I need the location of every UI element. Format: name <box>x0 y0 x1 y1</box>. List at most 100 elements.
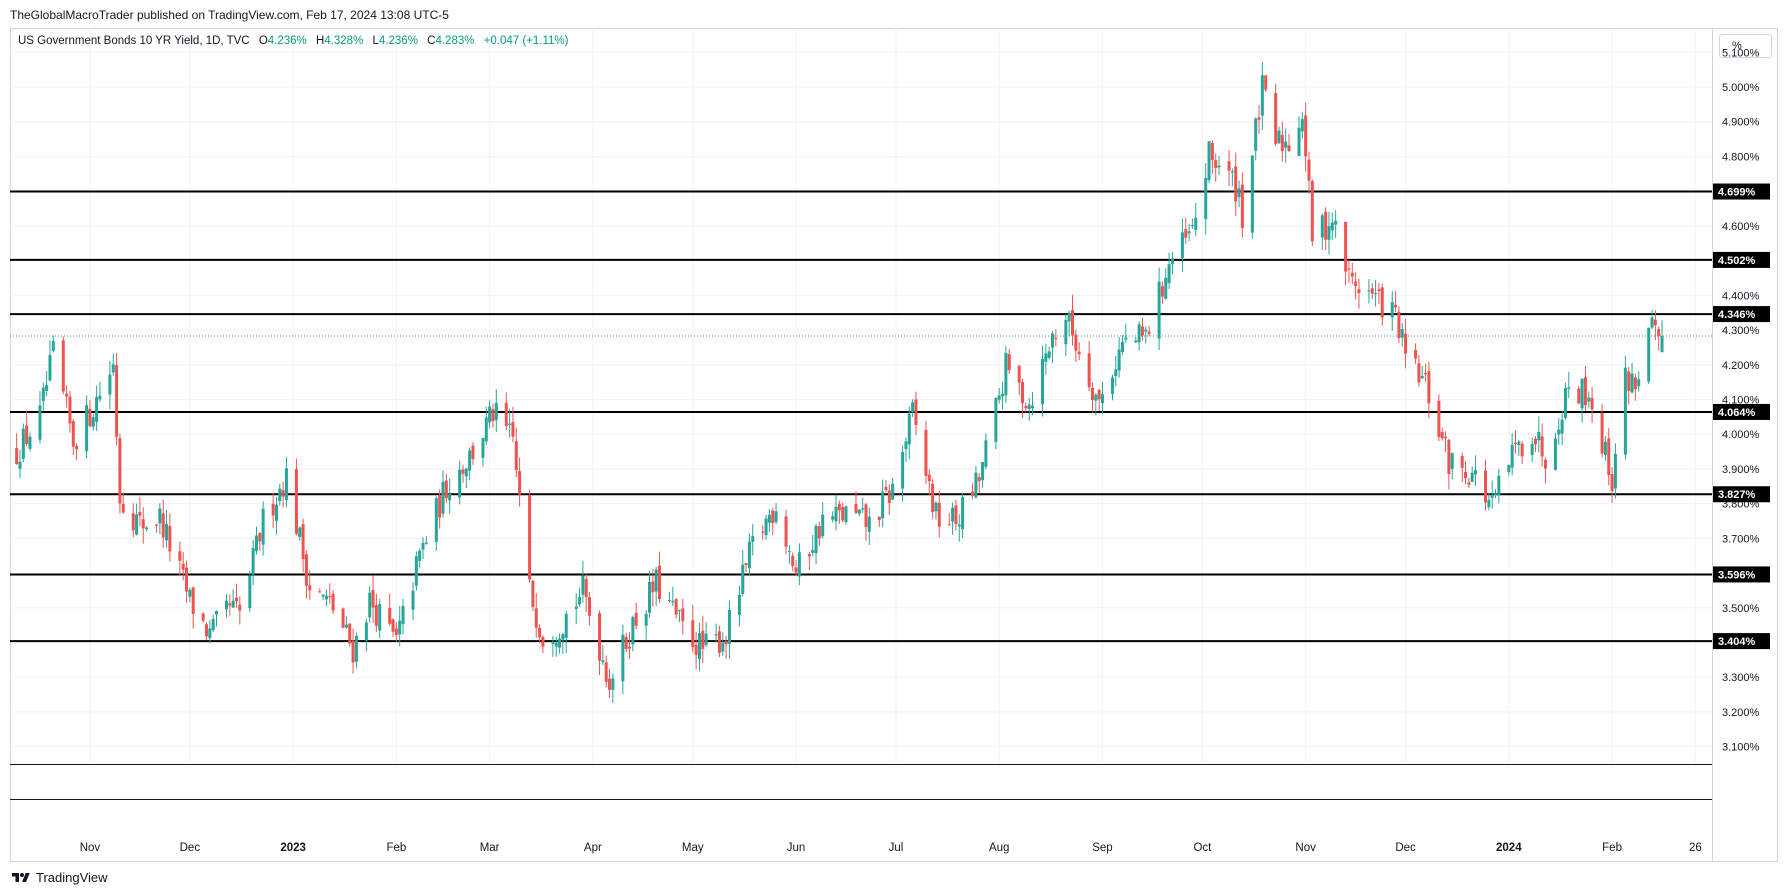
candle-body <box>1031 405 1035 409</box>
candle-up <box>1603 436 1607 461</box>
candle-body <box>604 662 608 682</box>
candle-body <box>997 395 1001 400</box>
candle-body <box>1647 327 1651 382</box>
candle-body <box>1350 272 1354 277</box>
candle-body <box>308 585 312 591</box>
candle-body <box>1567 387 1571 389</box>
candle-body <box>884 487 888 491</box>
time-tick-label: Mar <box>480 842 500 854</box>
candle-body <box>1064 319 1068 345</box>
candle-up <box>211 614 215 632</box>
candle-body <box>951 507 955 522</box>
candle-body <box>628 646 632 649</box>
candle-down <box>1583 366 1587 412</box>
candle-body <box>131 513 135 531</box>
candle-body <box>538 627 542 638</box>
open-value: 4.236% <box>267 35 307 47</box>
candle-body <box>1603 441 1607 455</box>
candle-down <box>1417 355 1421 387</box>
candle-body <box>578 596 582 605</box>
high-value: 4.328% <box>324 35 364 47</box>
candle-body <box>461 469 465 474</box>
candle-up <box>1650 309 1654 329</box>
candle-down <box>877 516 881 527</box>
candle-up <box>1157 267 1161 350</box>
candle-body <box>981 461 985 481</box>
candle-up <box>821 502 825 539</box>
candle-up <box>1517 439 1521 456</box>
candle-up <box>671 586 675 606</box>
candle-up <box>1637 371 1641 392</box>
candle-down <box>864 502 868 542</box>
candle-down <box>68 390 72 433</box>
candle-up <box>857 508 861 517</box>
candle-down <box>837 500 841 524</box>
candle-body <box>1557 429 1561 435</box>
candle-body <box>284 468 288 501</box>
price-axis-ticks: 5.100% 5.000% 4.900% 4.800% 4.600% 4.400% 4.30… <box>1722 47 1760 753</box>
time-tick-label: 2024 <box>1496 842 1522 854</box>
candle-up <box>398 605 402 647</box>
candle-up <box>974 466 978 499</box>
candle-down <box>301 518 305 573</box>
candle-down <box>1184 217 1188 244</box>
candles <box>15 61 1664 704</box>
candle-up <box>1487 493 1491 511</box>
key-level-lines <box>10 190 1712 643</box>
candle-body <box>1264 75 1268 90</box>
candle-down <box>318 588 322 593</box>
candle-body <box>1007 353 1011 371</box>
candle-down <box>205 622 209 641</box>
candle-body <box>747 541 751 569</box>
candle-body <box>977 477 981 482</box>
candle-up <box>1190 218 1194 229</box>
candle-up <box>747 533 751 576</box>
candle-down <box>1460 452 1464 483</box>
candle-up <box>551 635 555 657</box>
candle-body <box>1300 119 1304 132</box>
candle-body <box>1484 470 1488 503</box>
candle-body <box>584 579 588 598</box>
candle-body <box>261 508 265 545</box>
candle-body <box>1254 118 1258 151</box>
candle-body <box>1530 443 1534 455</box>
candle-body <box>1577 388 1581 404</box>
candle-body <box>378 604 382 631</box>
candle-up <box>981 461 985 488</box>
candle-body <box>1507 465 1511 473</box>
candle-up <box>1164 268 1168 300</box>
candle-up <box>667 591 671 603</box>
candle-up <box>611 673 615 704</box>
candle-body <box>1324 211 1328 240</box>
candle-body <box>95 397 99 422</box>
candle-body <box>681 608 685 622</box>
candle-up <box>18 449 22 478</box>
candle-up <box>1100 381 1104 414</box>
candle-up <box>834 494 838 531</box>
candle-down <box>181 551 185 581</box>
tradingview-logo[interactable]: TradingView <box>10 870 108 885</box>
candle-up <box>321 594 325 601</box>
time-tick-label: Jul <box>889 842 904 854</box>
candle-down <box>1227 150 1231 187</box>
key-level-label: 3.404% <box>1718 636 1756 648</box>
candle-body <box>481 437 485 458</box>
candle-up <box>1660 320 1664 353</box>
candle-body <box>581 575 585 595</box>
open-label: O <box>258 35 268 47</box>
candle-body <box>45 385 49 391</box>
unit-toggle-button[interactable]: % <box>1719 34 1772 58</box>
candle-up <box>1144 326 1148 344</box>
candle-body <box>61 340 65 392</box>
candle-down <box>1357 278 1361 309</box>
candle-body <box>324 595 328 600</box>
candle-body <box>1367 290 1371 292</box>
candle-down <box>461 464 465 483</box>
candle-body <box>741 564 745 594</box>
time-tick-label: Oct <box>1193 842 1212 854</box>
candle-body <box>85 405 89 452</box>
candle-down <box>534 593 538 638</box>
candle-up <box>1630 362 1634 394</box>
candle-up <box>1450 452 1454 480</box>
